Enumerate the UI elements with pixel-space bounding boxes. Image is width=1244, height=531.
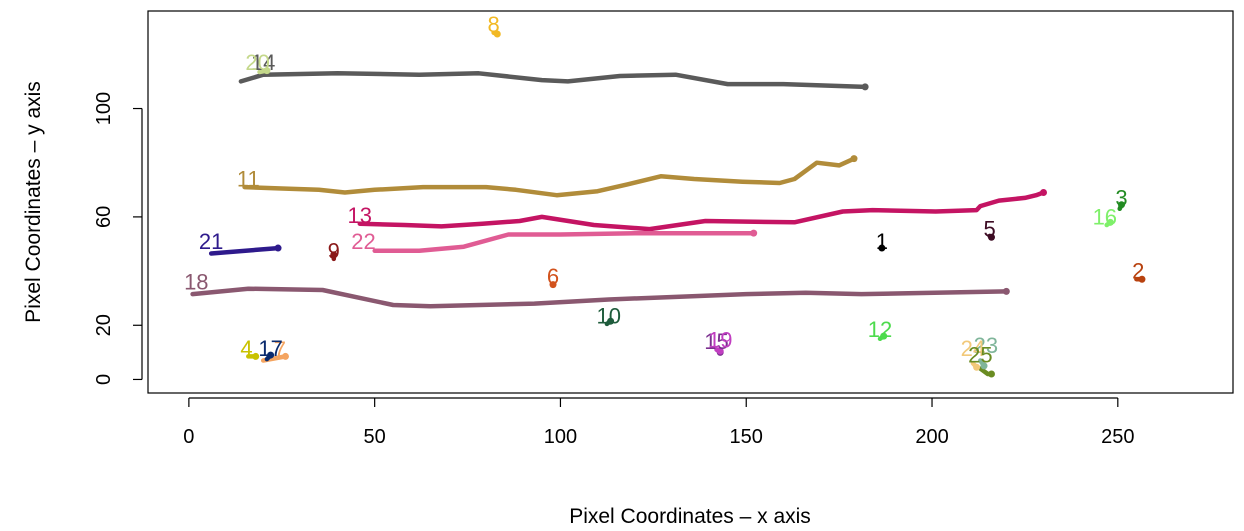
y-tick-label: 0 xyxy=(93,374,115,385)
track-end-point-25 xyxy=(987,370,995,378)
track-end-point-13 xyxy=(1039,189,1047,197)
track-end-point-17 xyxy=(267,351,275,359)
track-end-point-10 xyxy=(607,317,615,325)
x-tick-label: 0 xyxy=(183,426,194,448)
track-label-21: 21 xyxy=(199,229,223,254)
track-label-12: 12 xyxy=(868,317,892,342)
track-label-20: 20 xyxy=(245,50,269,75)
track-end-point-22 xyxy=(750,229,758,237)
x-tick-label: 150 xyxy=(730,426,763,448)
y-tick-label: 20 xyxy=(93,314,115,336)
track-end-point-20 xyxy=(263,67,271,75)
track-label-6: 6 xyxy=(547,264,559,289)
track-end-point-12 xyxy=(880,332,888,340)
plot-lines xyxy=(190,30,1145,377)
track-label-3: 3 xyxy=(1115,185,1127,210)
track-end-point-24 xyxy=(973,363,981,371)
track-end-point-2 xyxy=(1138,275,1146,283)
track-line-22 xyxy=(372,230,756,254)
track-label-9: 9 xyxy=(328,238,340,263)
track-label-1: 1 xyxy=(876,229,888,254)
track-label-11: 11 xyxy=(237,166,260,191)
track-line-13 xyxy=(357,190,1046,232)
track-end-point-9 xyxy=(330,251,338,259)
track-line-11 xyxy=(242,156,857,198)
track-end-point-14 xyxy=(861,83,869,91)
track-label-18: 18 xyxy=(184,269,208,294)
track-end-point-4 xyxy=(252,352,260,360)
track-label-10: 10 xyxy=(597,303,621,328)
y-tick-label: 100 xyxy=(93,92,115,125)
x-tick-label: 100 xyxy=(544,426,577,448)
track-label-5: 5 xyxy=(983,217,995,242)
track-end-point-7 xyxy=(281,352,289,360)
track-label-16: 16 xyxy=(1093,204,1117,229)
y-axis: 0 20 60 100 xyxy=(93,92,143,385)
track-label-13: 13 xyxy=(348,203,372,228)
track-end-point-5 xyxy=(987,233,995,241)
track-line-14 xyxy=(238,71,868,90)
track-line-18 xyxy=(190,286,1009,309)
track-label-19: 19 xyxy=(708,328,732,353)
track-label-2: 2 xyxy=(1132,259,1144,284)
x-tick-label: 50 xyxy=(364,426,386,448)
track-label-15: 15 xyxy=(704,329,728,354)
track-label-7: 7 xyxy=(274,337,286,362)
track-end-point-21 xyxy=(274,244,282,252)
track-end-point-18 xyxy=(1002,287,1010,295)
track-end-point-23 xyxy=(980,362,988,370)
y-tick-label: 60 xyxy=(93,206,115,228)
plot-points xyxy=(252,30,1146,378)
track-end-point-19 xyxy=(716,347,724,355)
plot-frame xyxy=(147,10,1234,394)
track-label-14: 14 xyxy=(251,50,275,75)
x-tick-label: 200 xyxy=(915,426,948,448)
track-label-24: 24 xyxy=(961,336,985,361)
track-end-point-16 xyxy=(1106,218,1114,226)
track-label-8: 8 xyxy=(487,12,499,37)
track-end-point-11 xyxy=(850,155,858,163)
track-label-25: 25 xyxy=(968,343,992,368)
track-label-22: 22 xyxy=(351,229,375,254)
track-label-17: 17 xyxy=(258,336,282,361)
track-line-21 xyxy=(208,245,281,256)
y-axis-title: Pixel Coordinates – y axis xyxy=(22,81,45,323)
x-axis: 0 50 100 150 200 250 xyxy=(183,397,1134,448)
track-label-4: 4 xyxy=(240,336,252,361)
x-tick-label: 250 xyxy=(1101,426,1134,448)
x-axis-title: Pixel Coordinates – x axis xyxy=(569,505,811,528)
track-end-point-8 xyxy=(493,30,501,38)
track-label-23: 23 xyxy=(974,333,998,358)
track-end-point-6 xyxy=(549,281,557,289)
track-end-point-3 xyxy=(1118,201,1126,209)
track-end-point-1 xyxy=(878,244,886,252)
